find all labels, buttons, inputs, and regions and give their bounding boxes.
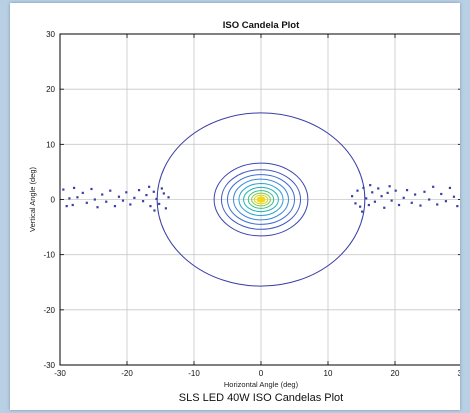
scatter-point bbox=[390, 199, 393, 202]
scatter-point bbox=[432, 185, 435, 188]
scatter-point bbox=[371, 191, 374, 194]
contour-line bbox=[251, 192, 271, 207]
iso-candela-chart: ISO Candela Plot -30-20-100102030-30-20-… bbox=[28, 20, 460, 404]
scatter-point bbox=[428, 198, 431, 201]
contour-line bbox=[220, 169, 302, 230]
scatter-point bbox=[93, 198, 96, 201]
scatter-point bbox=[359, 205, 362, 208]
y-tick-label: 10 bbox=[46, 140, 55, 149]
contour-line bbox=[233, 178, 289, 221]
scatter-point bbox=[386, 191, 389, 194]
scatter-point bbox=[162, 192, 165, 195]
scatter-point bbox=[71, 203, 74, 207]
x-tick-label: -20 bbox=[121, 369, 133, 378]
scatter-point bbox=[109, 189, 112, 192]
scatter-point bbox=[96, 206, 99, 209]
scatter-point bbox=[148, 185, 151, 188]
scatter-point bbox=[414, 193, 417, 196]
scatter-point bbox=[365, 197, 368, 200]
scatter-point bbox=[377, 187, 380, 190]
scatter-point bbox=[394, 189, 397, 192]
x-axis-label: Horizontal Angle (deg) bbox=[224, 380, 299, 389]
scatter-point bbox=[423, 190, 426, 193]
scatter-point bbox=[158, 202, 161, 206]
contour-line bbox=[238, 183, 284, 216]
scatter-point bbox=[125, 191, 128, 194]
scatter-point bbox=[380, 195, 383, 198]
contour-line bbox=[227, 174, 295, 225]
scatter-point bbox=[121, 199, 125, 202]
x-tick-label: -10 bbox=[188, 369, 200, 378]
scatter-point bbox=[85, 201, 88, 204]
scatter-point bbox=[367, 203, 370, 207]
scatter-point bbox=[149, 205, 152, 208]
scatter-point bbox=[361, 210, 364, 213]
scatter-point bbox=[137, 189, 141, 192]
grid-lines bbox=[60, 34, 460, 365]
scatter-point bbox=[72, 186, 76, 190]
scatter-point bbox=[133, 196, 136, 199]
scatter-point bbox=[356, 189, 359, 192]
scatter-point bbox=[81, 191, 84, 194]
scatter-point bbox=[101, 193, 104, 196]
scatter-point bbox=[373, 200, 376, 203]
y-tick-label: 20 bbox=[46, 85, 55, 94]
scatter-point bbox=[113, 205, 117, 208]
scatter-points bbox=[62, 184, 459, 213]
scatter-point bbox=[129, 203, 132, 206]
scatter-point bbox=[76, 196, 79, 199]
scatter-point bbox=[65, 205, 68, 208]
scatter-point bbox=[351, 195, 354, 198]
scatter-point bbox=[440, 192, 443, 196]
y-tick-label: -10 bbox=[43, 251, 55, 260]
scatter-point bbox=[155, 197, 158, 201]
scatter-point bbox=[388, 185, 391, 188]
y-tick-label: -30 bbox=[43, 361, 55, 370]
contour-line bbox=[253, 194, 269, 205]
x-tick-label: 30 bbox=[458, 369, 460, 378]
scatter-point bbox=[410, 201, 413, 204]
scatter-point bbox=[444, 200, 448, 203]
scatter-point bbox=[436, 203, 439, 206]
figure-caption: SLS LED 40W ISO Candelas Plot bbox=[179, 392, 343, 404]
scatter-point bbox=[452, 195, 456, 198]
scatter-point bbox=[397, 203, 401, 207]
scatter-point bbox=[105, 200, 108, 203]
scatter-point bbox=[164, 207, 167, 210]
y-tick-label: -20 bbox=[43, 306, 55, 315]
axis-ticks: -30 -20 -10 0 10 20 30 -30 -20 -10 0 10 20 30 bbox=[43, 30, 460, 378]
scatter-point bbox=[362, 186, 365, 190]
scatter-point bbox=[62, 188, 65, 191]
contour-line bbox=[213, 162, 309, 237]
scatter-point bbox=[152, 190, 155, 193]
x-tick-label: 10 bbox=[324, 369, 333, 378]
scatter-point bbox=[68, 197, 71, 200]
scatter-point bbox=[90, 187, 93, 191]
scatter-point bbox=[167, 196, 170, 199]
scatter-point bbox=[354, 202, 357, 205]
contour-line bbox=[243, 186, 279, 213]
y-tick-label: 30 bbox=[46, 30, 55, 39]
x-tick-label: -30 bbox=[54, 369, 66, 378]
scatter-point bbox=[153, 209, 156, 212]
contour-line bbox=[256, 196, 266, 203]
contour-line bbox=[247, 190, 275, 209]
x-tick-label: 20 bbox=[391, 369, 400, 378]
scatter-point bbox=[448, 186, 452, 190]
scatter-point bbox=[141, 200, 145, 203]
scatter-point bbox=[369, 184, 372, 187]
figure-frame: ISO Candela Plot -30-20-100102030-30-20-… bbox=[10, 3, 460, 410]
scatter-point bbox=[456, 205, 459, 208]
chart-title: ISO Candela Plot bbox=[223, 20, 300, 31]
scatter-point bbox=[145, 193, 148, 197]
y-tick-label: 0 bbox=[51, 196, 56, 205]
scatter-point bbox=[419, 204, 422, 207]
scatter-point bbox=[117, 195, 121, 198]
scatter-point bbox=[383, 206, 386, 209]
scatter-point bbox=[402, 196, 405, 199]
y-axis-label: Vertical Angle (deg) bbox=[28, 166, 37, 232]
scatter-point bbox=[405, 189, 409, 192]
x-tick-label: 0 bbox=[259, 369, 264, 378]
scatter-point bbox=[160, 187, 163, 190]
